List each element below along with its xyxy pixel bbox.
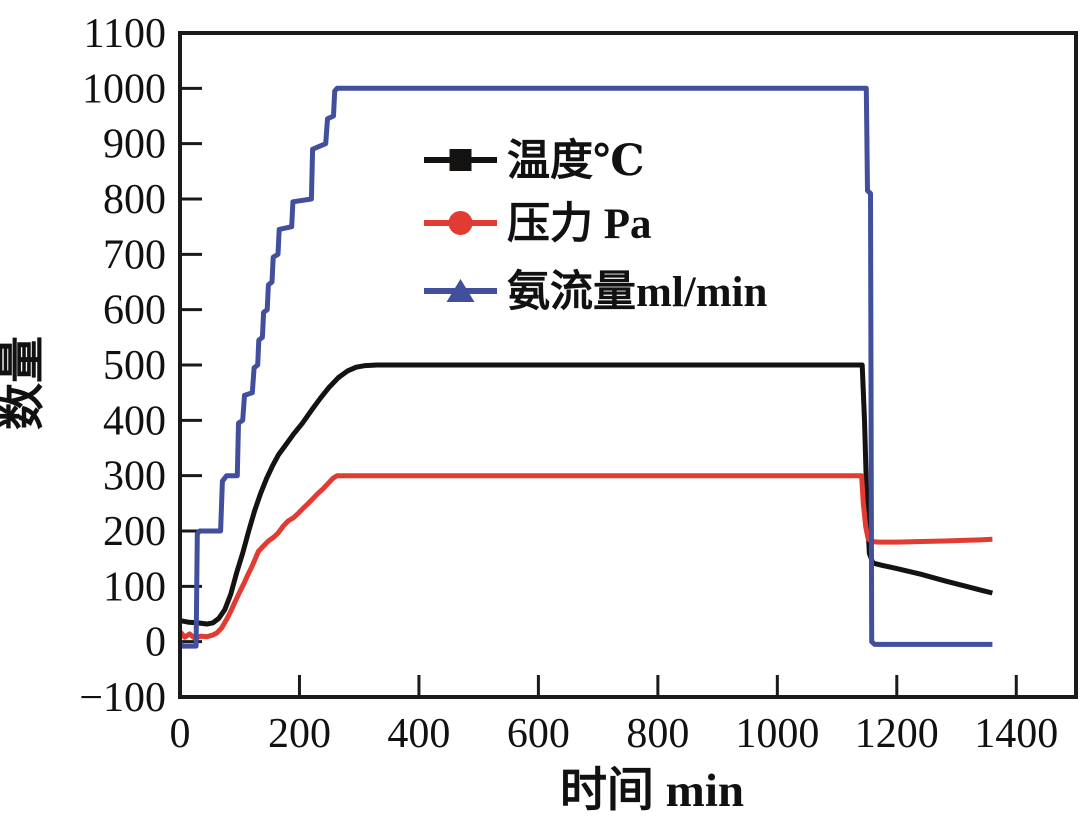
legend-marker-square xyxy=(449,149,472,171)
y-axis-tick-label: 1000 xyxy=(82,66,166,112)
legend: 温度℃ 压力 Pa 氨流量ml/min xyxy=(424,137,767,316)
x-axis-tick-label: 1400 xyxy=(974,711,1058,757)
legend-label: 压力 Pa xyxy=(507,200,652,248)
y-axis-tick-label: 400 xyxy=(103,398,166,444)
y-axis-tick-label: 700 xyxy=(103,232,166,278)
legend-item: 氨流量ml/min xyxy=(424,268,767,316)
x-axis-tick-label: 1200 xyxy=(855,711,939,757)
legend-label: 氨流量ml/min xyxy=(507,268,767,316)
y-axis-tick-label: 500 xyxy=(103,343,166,389)
y-axis-title: 数量 xyxy=(0,336,49,430)
x-axis-tick-label: 0 xyxy=(170,711,191,757)
y-axis-tick-label: 900 xyxy=(103,122,166,168)
x-axis-title: 时间 min xyxy=(560,765,744,817)
legend-item: 压力 Pa xyxy=(424,200,652,248)
legend-marker-triangle xyxy=(446,279,475,302)
legend-item: 温度℃ xyxy=(424,137,645,185)
x-axis-tick-label: 400 xyxy=(387,711,450,757)
x-axis-tick-label: 200 xyxy=(268,711,331,757)
y-axis-tick-label: 1100 xyxy=(84,11,166,57)
plot-frame xyxy=(178,31,1078,699)
x-axis-tick-label: 1000 xyxy=(735,711,819,757)
legend-marker-circle xyxy=(448,211,473,235)
y-axis-tick-label: 800 xyxy=(103,177,166,223)
y-axis-tick-label: 200 xyxy=(103,509,166,555)
y-axis-tick-label: 600 xyxy=(103,288,166,334)
x-axis-tick-label: 600 xyxy=(507,711,570,757)
y-axis-tick-label: 300 xyxy=(103,454,166,500)
y-axis-tick-label: −100 xyxy=(79,675,166,721)
legend-label: 温度℃ xyxy=(507,137,645,185)
series-ammonia-flow xyxy=(177,85,993,649)
y-axis-tick-label: 0 xyxy=(145,620,166,666)
x-axis-tick-label: 800 xyxy=(626,711,689,757)
series-temperature xyxy=(179,362,993,627)
y-axis-tick-label: 100 xyxy=(103,564,166,610)
